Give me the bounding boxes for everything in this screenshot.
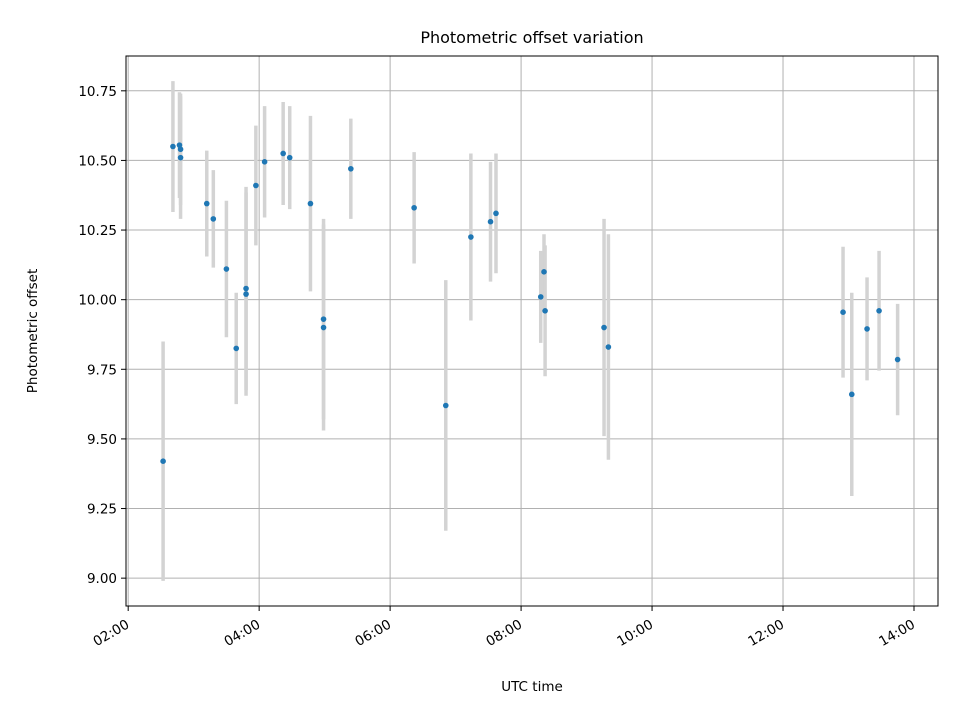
data-point (320, 316, 327, 322)
data-point (411, 204, 417, 211)
grid (126, 56, 938, 606)
data-point (442, 402, 449, 409)
data-point (243, 285, 249, 292)
y-tick-label: 9.25 (87, 502, 117, 518)
data-point (840, 309, 846, 316)
data-point (233, 345, 240, 352)
data-point (286, 154, 293, 161)
data-point (280, 150, 286, 157)
data-point (261, 159, 268, 165)
y-tick-label: 9.00 (87, 571, 117, 587)
y-tick-label: 10.50 (78, 153, 117, 169)
data-point (864, 326, 870, 332)
y-tick-label: 9.50 (87, 432, 117, 448)
data-point (243, 291, 249, 297)
data-point (493, 210, 499, 217)
data-point (177, 154, 184, 161)
y-axis: 9.00 9.25 9.50 9.75 10.00 10.25 10.50 10.75 (78, 84, 126, 587)
data-point (160, 458, 166, 464)
data-points (160, 142, 901, 464)
data-point (605, 344, 612, 350)
y-axis-label: Photometric offset (25, 269, 41, 393)
data-point (170, 143, 176, 150)
data-point (177, 146, 184, 153)
y-tick-label: 10.00 (78, 293, 117, 309)
data-point (542, 308, 548, 314)
data-point (253, 182, 259, 189)
data-point (348, 165, 354, 172)
data-point (307, 200, 314, 207)
data-point (894, 356, 901, 363)
data-point (848, 391, 855, 398)
data-point (541, 269, 547, 275)
plot-frame (125, 55, 939, 607)
data-point (320, 324, 327, 331)
x-axis-label: UTC time (501, 679, 563, 695)
data-point (223, 266, 230, 272)
y-tick-label: 10.25 (78, 223, 117, 239)
chart-title: Photometric offset variation (420, 28, 643, 47)
y-tick-label: 9.75 (87, 362, 117, 378)
data-point (876, 308, 882, 314)
data-point (468, 234, 474, 240)
data-point (537, 294, 544, 300)
data-point (487, 218, 494, 225)
data-point (601, 324, 607, 331)
data-point (203, 200, 210, 207)
data-point (210, 216, 217, 222)
y-tick-label: 10.75 (78, 84, 117, 100)
